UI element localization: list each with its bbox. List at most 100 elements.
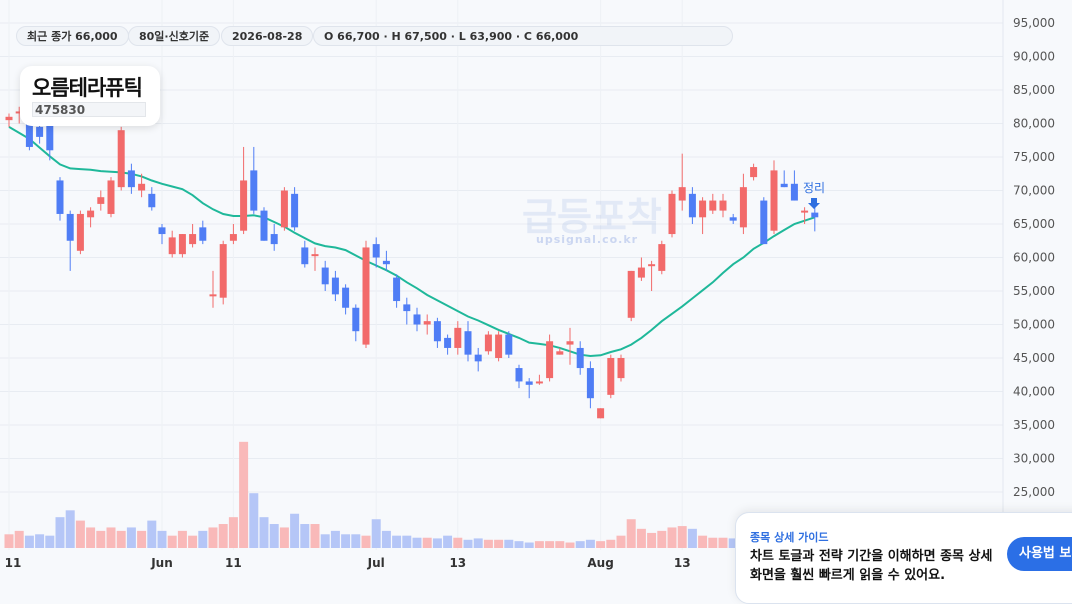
date-tick-label: 13 [674,556,691,570]
volume-bar [4,534,14,548]
price-chart[interactable]: 95,000 90,000 85,000 80,000 75,000 70,000 65,0… [0,0,1072,579]
date-tick-label: Aug [587,556,613,570]
candle-body [372,244,380,258]
guide-body: 차트 토글과 전략 기간을 이해하면 종목 상세 화면을 훨씬 빠르게 읽을 수… [750,549,993,583]
candle-body [270,234,278,245]
price-tick-label: 50,000 [1013,318,1055,332]
candle-body [413,314,421,325]
volume-bar [147,520,157,548]
volume-bar [677,526,687,548]
volume-bar [514,541,524,548]
candle-body [607,358,615,395]
volume-bar [585,539,595,548]
price-axis: 95,000 90,000 85,000 80,000 75,000 70,000 65,0… [1013,16,1055,499]
arrow-down-icon [808,198,820,209]
volume-bar [239,441,249,548]
candle-body [311,254,319,257]
lookback-badge: 80일·신호기준 [128,26,221,46]
candle-body [158,227,166,235]
candle-body [688,193,696,218]
candle-body [811,212,819,218]
candle-body [495,334,503,358]
date-tick-label: 11 [225,556,242,570]
watermark-brand: 급등포착 [522,195,662,239]
candle-body [117,130,125,188]
volume-bar [575,541,585,548]
candle-body [780,183,788,188]
candle-body [801,210,809,213]
candle-body [382,260,390,265]
price-tick-label: 35,000 [1013,418,1055,432]
volume-bar [188,535,198,548]
candle-body [403,304,411,312]
stock-name: 오름테라퓨틱 [32,76,143,100]
candle-body [15,111,23,114]
candle-body [617,358,625,379]
volume-bar [371,519,381,548]
volume-bar [412,537,422,548]
candle-body [648,264,656,267]
volume-bar [463,539,473,548]
volume-bar [422,537,432,548]
volume-bar [351,534,361,548]
volume-bar [657,530,667,548]
candle-body [5,116,13,121]
volume-bar [24,535,34,548]
volume-bar [555,541,565,548]
candle-body [535,381,543,384]
candle-body [505,334,513,355]
guide-title: 종목 상세 가이드 [750,531,829,544]
candle-body [525,381,533,385]
volume-bar [402,535,412,548]
volume-bar [565,542,575,548]
volume-bar [55,517,65,548]
price-tick-label: 85,000 [1013,83,1055,97]
candle-body [209,294,217,297]
volume-bar [341,534,351,548]
price-tick-label: 95,000 [1013,16,1055,30]
recent-close-badge: 최근 종가 66,000 [16,26,129,46]
candle-body [107,180,115,214]
candle-body [678,187,686,201]
candle-body [576,347,584,369]
candle-body [433,321,441,342]
candle-body [699,200,707,218]
moving-average-line [8,126,816,358]
volume-bar [14,530,24,548]
volume-bar [494,539,504,548]
candle-body [362,247,370,345]
volume-bar [116,530,126,548]
volume-bar [473,538,483,548]
volume-bar [606,539,616,548]
volume-bar [636,528,646,548]
candle-body [240,180,248,231]
volume-bar [259,517,269,548]
guide-button[interactable]: 사용법 보기 [1007,537,1072,571]
volume-bar [647,532,657,548]
candle-body [658,244,666,271]
volume-bar [504,539,514,548]
volume-bar [534,541,544,548]
volume-bar [65,510,75,548]
candle-body [423,321,431,325]
price-tick-label: 60,000 [1013,251,1055,265]
candle-body [97,197,105,204]
volume-bar [483,539,493,548]
volume-bar [300,524,310,548]
candle-body [790,183,798,201]
date-tick-label: Jul [367,556,385,570]
candle-body [750,167,758,178]
volume-bar [545,541,555,548]
price-tick-label: 45,000 [1013,351,1055,365]
candle-body [474,354,482,362]
volume-bar [596,541,606,548]
volume-bar [718,537,728,548]
candle-body [76,213,84,251]
price-tick-label: 90,000 [1013,50,1055,64]
price-tick-label: 25,000 [1013,485,1055,499]
volume-bar [249,493,259,548]
volume-bar [381,530,391,548]
volume-bar [310,524,320,548]
volume-bar [198,530,208,548]
signal-marker[interactable]: 정리 [803,181,825,209]
